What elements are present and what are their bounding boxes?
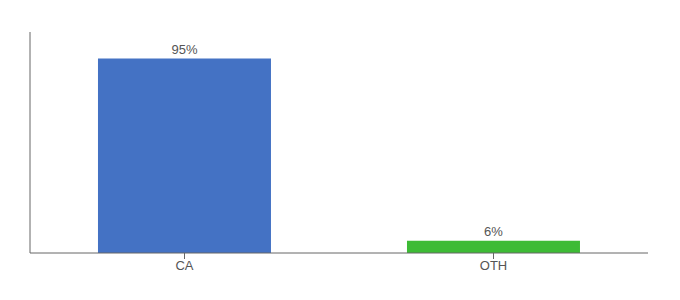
svg-text:95%: 95% bbox=[171, 42, 197, 57]
svg-text:6%: 6% bbox=[484, 224, 503, 239]
svg-text:CA: CA bbox=[175, 258, 193, 273]
svg-text:OTH: OTH bbox=[480, 258, 507, 273]
